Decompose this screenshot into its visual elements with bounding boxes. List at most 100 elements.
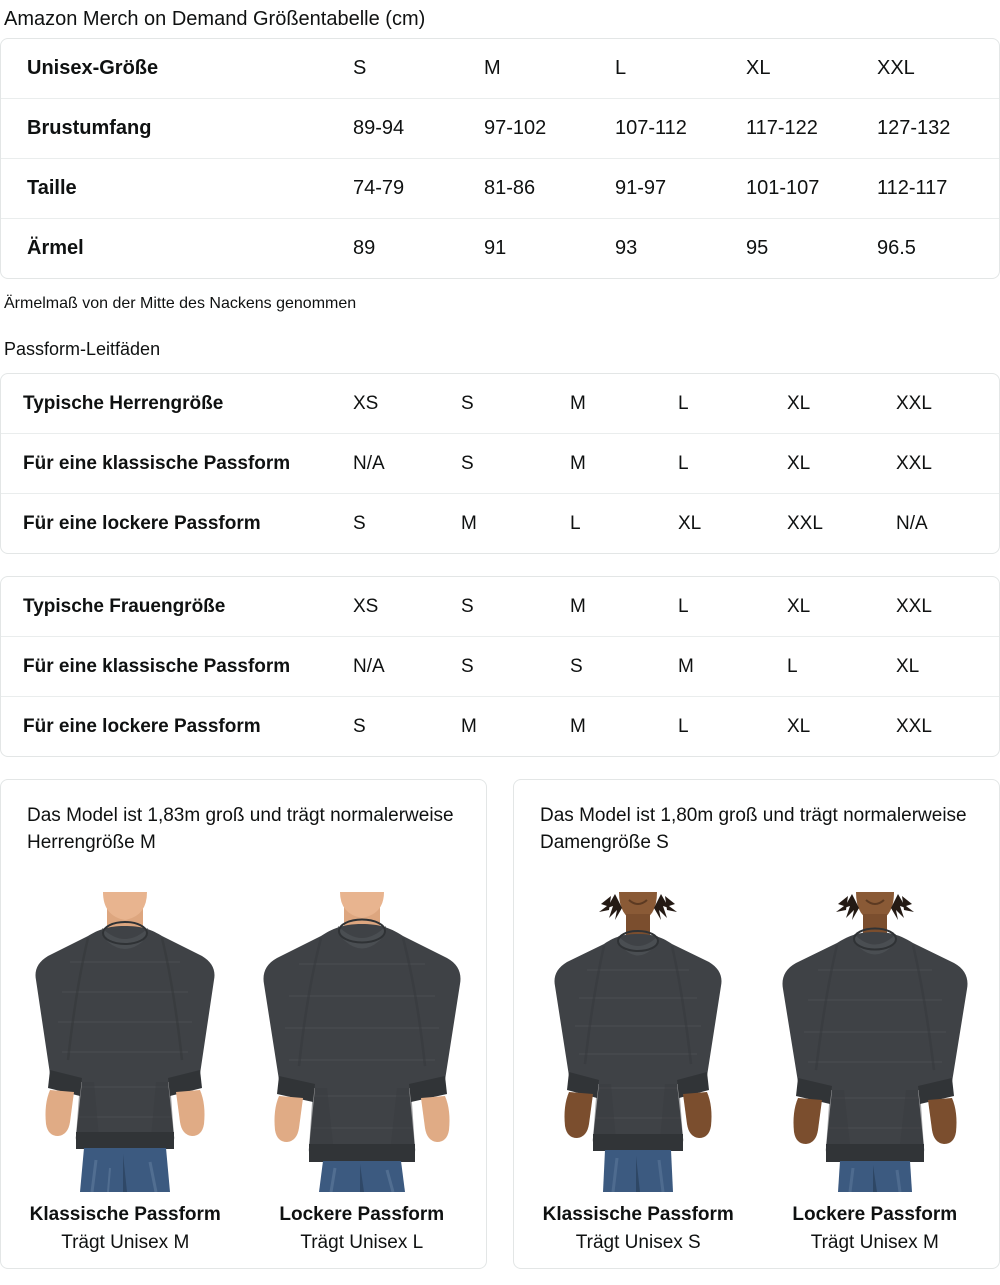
cell-mens-loose-3: XL [678,493,787,553]
male-loose-fit-title: Lockere Passform [279,1204,445,1225]
cell-mens-loose-0: S [353,493,461,553]
row-label-mens-loose-fit: Für eine lockere Passform [1,493,353,553]
cell-womens-classic-3: M [678,636,787,697]
cell-waist-m: 81-86 [484,158,615,219]
page-title: Amazon Merch on Demand Größentabelle (cm… [4,8,426,30]
row-label-typical-mens-size: Typische Herrengröße [23,392,224,414]
cell-womens-loose-4: XL [787,696,896,756]
size-header-m: M [484,57,501,79]
cell-womens-classic-4: L [787,636,896,697]
male-classic-fit-photo [10,892,241,1192]
female-classic-fit-subtitle: Trägt Unisex S [575,1232,701,1253]
table-row: Taille 74-79 81-86 91-97 101-107 112-117 [1,158,999,219]
cell-sleeve-s: 89 [353,218,484,278]
cell-mens-classic-1: S [461,433,570,494]
cell-womens-loose-1: M [461,696,570,756]
size-header-s: S [353,57,367,79]
size-header-l: L [615,57,627,79]
female-loose-fit-photo [759,892,990,1192]
table-header-row: Unisex-Größe S M L XL XXL [1,39,999,99]
male-model-caption: Das Model ist 1,83m groß und trägt norma… [27,805,454,853]
female-classic-fit-title: Klassische Passform [542,1204,734,1225]
male-model-figures: Klassische Passform Trägt Unisex M [1,856,486,1268]
cell-mens-classic-2: M [570,433,678,494]
cell-waist-s: 74-79 [353,158,484,219]
female-loose-fit-subtitle: Trägt Unisex M [810,1232,939,1253]
male-classic-fit-subtitle: Trägt Unisex M [61,1232,190,1253]
model-cards-row: Das Model ist 1,83m groß und trägt norma… [0,779,1000,1269]
row-label-typical-womens-size: Typische Frauengröße [23,595,226,617]
cell-mens-classic-5: XXL [896,433,999,494]
female-classic-fit-figure: Klassische Passform Trägt Unisex S [520,892,757,1268]
cell-chest-l: 107-112 [615,98,746,159]
table-row: Ärmel 89 91 93 95 96.5 [1,218,999,278]
table-row: Brustumfang 89-94 97-102 107-112 117-122… [1,98,999,159]
fit-guides-heading: Passform-Leitfäden [4,339,161,359]
female-model-card: Das Model ist 1,80m groß und trägt norma… [513,779,1000,1269]
cell-chest-s: 89-94 [353,98,484,159]
mens-fit-guide-card: Typische Herrengröße XS S M L XL XXL Für… [0,373,1000,554]
womens-fit-guide-card: Typische Frauengröße XS S M L XL XXL Für… [0,576,1000,757]
cell-sleeve-m: 91 [484,218,615,278]
cell-mens-typical-2: M [570,392,586,414]
cell-mens-typical-0: XS [353,392,379,414]
size-header-xl: XL [746,57,771,79]
row-label-chest: Brustumfang [1,98,353,159]
cell-mens-loose-5: N/A [896,493,999,553]
cell-chest-xl: 117-122 [746,98,877,159]
womens-fit-guide-table: Typische Frauengröße XS S M L XL XXL Für… [1,577,999,756]
cell-sleeve-l: 93 [615,218,746,278]
female-loose-fit-figure: Lockere Passform Trägt Unisex M [757,892,994,1268]
female-model-figures: Klassische Passform Trägt Unisex S [514,856,999,1268]
male-loose-fit-subtitle: Trägt Unisex L [300,1232,424,1253]
female-loose-fit-title: Lockere Passform [792,1204,958,1225]
table-row: Für eine lockere Passform S M L XL XXL N… [1,493,999,553]
column-header-unisex-size: Unisex-Größe [27,57,159,79]
cell-sleeve-xxl: 96.5 [877,218,999,278]
cell-mens-classic-0: N/A [353,433,461,494]
table-row: Für eine klassische Passform N/A S S M L… [1,636,999,697]
cell-womens-classic-0: N/A [353,636,461,697]
table-row: Für eine lockere Passform S M M L XL XXL [1,696,999,756]
mens-fit-guide-table: Typische Herrengröße XS S M L XL XXL Für… [1,374,999,553]
cell-mens-typical-1: S [461,392,474,414]
cell-mens-typical-3: L [678,392,689,414]
cell-mens-classic-3: L [678,433,787,494]
unisex-size-table: Unisex-Größe S M L XL XXL Brustumfang 89… [1,39,999,278]
cell-mens-typical-5: XXL [896,392,932,414]
cell-womens-classic-5: XL [896,636,999,697]
cell-mens-loose-1: M [461,493,570,553]
row-label-sleeve: Ärmel [1,218,353,278]
unisex-size-table-card: Unisex-Größe S M L XL XXL Brustumfang 89… [0,38,1000,279]
cell-chest-xxl: 127-132 [877,98,999,159]
sleeve-measurement-footnote: Ärmelmaß von der Mitte des Nackens genom… [4,295,357,312]
cell-womens-loose-3: L [678,696,787,756]
male-loose-fit-photo [246,892,477,1192]
table-row: Typische Frauengröße XS S M L XL XXL [1,577,999,637]
cell-womens-typical-5: XXL [896,595,932,617]
cell-womens-loose-5: XXL [896,696,999,756]
cell-waist-l: 91-97 [615,158,746,219]
cell-womens-loose-2: M [570,696,678,756]
row-label-womens-classic-fit: Für eine klassische Passform [1,636,353,697]
cell-womens-classic-2: S [570,636,678,697]
size-header-xxl: XXL [877,57,915,79]
table-row: Typische Herrengröße XS S M L XL XXL [1,374,999,434]
male-classic-fit-title: Klassische Passform [29,1204,221,1225]
cell-chest-m: 97-102 [484,98,615,159]
row-label-womens-loose-fit: Für eine lockere Passform [1,696,353,756]
cell-womens-loose-0: S [353,696,461,756]
cell-waist-xxl: 112-117 [877,158,999,219]
cell-mens-loose-4: XXL [787,493,896,553]
cell-waist-xl: 101-107 [746,158,877,219]
cell-mens-loose-2: L [570,493,678,553]
cell-sleeve-xl: 95 [746,218,877,278]
row-label-mens-classic-fit: Für eine klassische Passform [1,433,353,494]
table-row: Für eine klassische Passform N/A S M L X… [1,433,999,494]
cell-womens-typical-4: XL [787,595,811,617]
female-classic-fit-photo [523,892,754,1192]
female-model-caption: Das Model ist 1,80m groß und trägt norma… [540,805,967,853]
cell-mens-typical-4: XL [787,392,811,414]
cell-womens-classic-1: S [461,636,570,697]
